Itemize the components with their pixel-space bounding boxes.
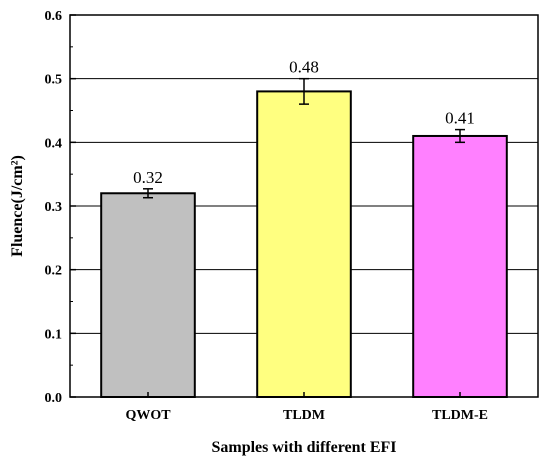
y-tick-label: 0.5 — [45, 73, 63, 88]
y-tick-label: 0.0 — [45, 391, 63, 406]
y-tick-label: 0.3 — [45, 200, 63, 215]
x-axis-title: Samples with different EFI — [211, 439, 396, 456]
y-tick-label: 0.4 — [45, 136, 63, 151]
tick-labels: QWOT TLDM TLDM-E 0.0 0.1 0.2 0.3 0.4 0.5 0.6 — [45, 9, 489, 423]
x-tick-label: TLDM — [283, 408, 325, 423]
data-label-tldm: 0.48 — [289, 58, 319, 77]
error-bar-tldm-e — [455, 128, 465, 144]
x-tick-label: QWOT — [125, 408, 171, 423]
error-bar-qwot — [143, 188, 153, 199]
y-axis-title: Fluence(J/cm²) — [9, 155, 26, 257]
bar-tldm — [256, 90, 352, 399]
error-bar-tldm — [299, 77, 309, 105]
bar-tldm-e — [412, 134, 508, 398]
data-label-tldm-e: 0.41 — [445, 109, 475, 128]
x-tick-label: TLDM-E — [432, 408, 488, 423]
y-tick-label: 0.1 — [45, 327, 63, 342]
axis-ticks — [70, 14, 461, 398]
data-label-qwot: 0.32 — [133, 168, 163, 187]
data-labels: 0.32 0.48 0.41 — [133, 58, 475, 187]
y-tick-label: 0.6 — [45, 9, 63, 24]
y-tick-label: 0.2 — [45, 264, 63, 279]
error-bars — [143, 77, 465, 199]
bars — [100, 90, 508, 399]
bar-qwot — [100, 192, 196, 398]
